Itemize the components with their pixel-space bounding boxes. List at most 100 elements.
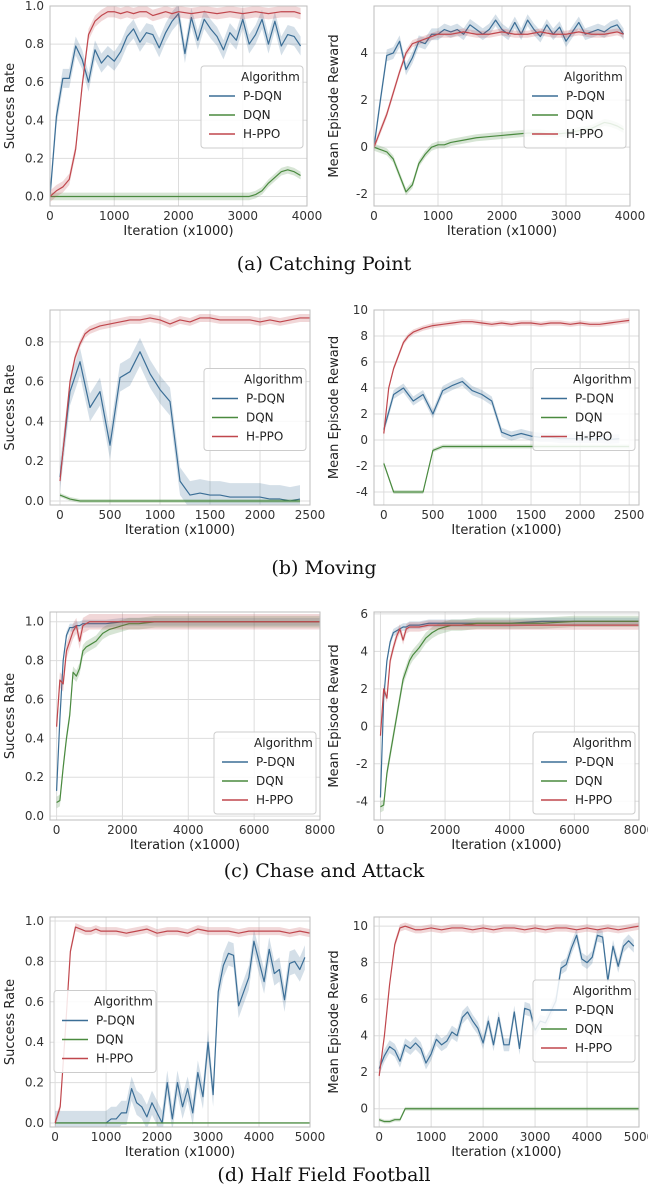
- x-tick-label: 3000: [551, 209, 582, 223]
- legend-label-h-ppo: H-PPO: [96, 1052, 133, 1066]
- y-tick-label: 0: [360, 1102, 368, 1116]
- axes-frame: [373, 916, 640, 1128]
- y-tick-label: 8: [360, 956, 368, 970]
- legend: Algorithm P-DQN DQN H-PPO: [532, 731, 636, 815]
- legend: Algorithm P-DQN DQN H-PPO: [53, 990, 157, 1073]
- chart-c-right: 0 2000 4000 6000 8000 -4 -2 0 2 4 6 Iteration (x100…: [327, 607, 648, 853]
- legend-title: Algorithm: [573, 373, 632, 387]
- x-tick-label: 4000: [494, 823, 525, 837]
- x-tick-label: 4000: [292, 209, 323, 223]
- legend-label-p-dqn: P-DQN: [246, 392, 285, 406]
- axes-frame: [373, 309, 640, 506]
- legend-title: Algorithm: [573, 984, 632, 998]
- x-axis-label: Iteration (x1000): [125, 1145, 235, 1160]
- series-group: [54, 923, 310, 1127]
- x-tick-label: 3000: [193, 1130, 224, 1144]
- x-tick-label: 2000: [430, 823, 461, 837]
- x-tick-label: 0: [51, 1130, 59, 1144]
- x-tick-label: 5000: [295, 1130, 326, 1144]
- x-tick-label: 2000: [245, 508, 276, 522]
- x-axis-label: Iteration (x1000): [130, 838, 240, 853]
- y-axis-label: Mean Episode Reward: [327, 34, 342, 177]
- series-line-h-ppo: [374, 31, 624, 148]
- y-tick-label: 1.0: [25, 0, 44, 13]
- series-line-h-ppo: [59, 317, 310, 482]
- series-line-dqn: [50, 169, 301, 198]
- series-line-dqn: [383, 445, 630, 493]
- y-tick-label: 0: [360, 719, 368, 733]
- x-tick-label: 0: [370, 209, 378, 223]
- series-line-p-dqn: [55, 940, 306, 1124]
- legend-label-dqn: DQN: [246, 411, 274, 425]
- y-tick-label: 10: [353, 919, 368, 933]
- chart-d-right: 0 1000 2000 3000 4000 5000 0 2 4 6 8 10 Iteration (x…: [327, 916, 648, 1160]
- y-tick-label: 6: [360, 992, 368, 1006]
- legend-box: [532, 979, 636, 1063]
- x-tick-label: 1000: [145, 508, 176, 522]
- caption-moving: (b) Moving: [271, 557, 376, 579]
- legend-box: [53, 990, 157, 1073]
- x-axis-label: Iteration (x1000): [451, 1145, 561, 1160]
- caption-catching-point: (a) Catching Point: [237, 253, 412, 275]
- legend-label-h-ppo: H-PPO: [243, 127, 280, 141]
- confidence-band-p-dqn: [379, 928, 634, 1075]
- series-line-dqn: [380, 620, 639, 808]
- y-tick-label: 0.4: [25, 731, 44, 745]
- series-line-h-ppo: [55, 621, 320, 727]
- series-line-h-ppo: [50, 11, 301, 197]
- y-tick-label: 0.0: [25, 494, 44, 508]
- series-line-p-dqn: [374, 19, 625, 148]
- legend-label-h-ppo: H-PPO: [246, 430, 283, 444]
- y-tick-label: 4: [360, 381, 368, 395]
- x-tick-label: 4000: [173, 823, 204, 837]
- x-axis-label: Iteration (x1000): [447, 224, 557, 239]
- legend-title: Algorithm: [573, 736, 632, 750]
- x-tick-label: 1000: [467, 508, 498, 522]
- legend-box: [532, 731, 636, 815]
- y-tick-label: 0.8: [25, 654, 44, 668]
- series-line-p-dqn: [378, 934, 635, 1069]
- y-tick-label: 0.2: [25, 770, 44, 784]
- x-tick-label: 2000: [565, 508, 596, 522]
- legend-label-p-dqn: P-DQN: [575, 392, 614, 406]
- y-axis-label: Mean Episode Reward: [327, 336, 342, 479]
- legend-label-dqn: DQN: [575, 774, 603, 788]
- confidence-band-p-dqn: [374, 14, 624, 154]
- legend-box: [532, 368, 636, 451]
- caption-half-field-football: (d) Half Field Football: [217, 1164, 430, 1186]
- y-tick-label: 0.6: [25, 75, 44, 89]
- x-tick-label: 1000: [423, 209, 454, 223]
- legend-title: Algorithm: [244, 373, 303, 387]
- legend-label-dqn: DQN: [575, 411, 603, 425]
- axes-frame: [373, 611, 640, 821]
- chart-a-left: 0 1000 2000 3000 4000 0.0 0.2 0.4 0.6 0.8 1.0 Itera…: [3, 0, 322, 239]
- legend: Algorithm P-DQN DQN H-PPO: [532, 368, 636, 451]
- y-tick-label: 1.0: [25, 615, 44, 629]
- legend-title: Algorithm: [254, 736, 313, 750]
- chart-panels: 0 1000 2000 3000 40000.00.20.40.60.81.0Itera…: [3, 0, 648, 1160]
- legend-box: [200, 65, 304, 149]
- x-tick-label: 0: [380, 508, 388, 522]
- x-tick-label: 2500: [295, 508, 326, 522]
- legend-title: Algorithm: [94, 995, 153, 1009]
- y-tick-label: 2: [360, 682, 368, 696]
- x-tick-label: 2500: [614, 508, 645, 522]
- legend-label-h-ppo: H-PPO: [575, 1041, 612, 1055]
- series-line-dqn: [378, 1108, 639, 1123]
- legend-box: [213, 731, 317, 815]
- legend-label-h-ppo: H-PPO: [566, 127, 603, 141]
- confidence-band-p-dqn: [55, 929, 305, 1127]
- legend-label-h-ppo: H-PPO: [575, 793, 612, 807]
- y-axis-label: Success Rate: [3, 979, 18, 1065]
- series-group: [55, 613, 320, 809]
- y-tick-label: 0: [360, 140, 368, 154]
- y-axis-label: Success Rate: [3, 63, 18, 149]
- legend-label-dqn: DQN: [256, 774, 284, 788]
- axes-frame: [49, 309, 311, 506]
- y-tick-label: 4: [360, 46, 368, 60]
- x-tick-label: 1000: [99, 209, 130, 223]
- x-tick-label: 6000: [239, 823, 270, 837]
- x-tick-label: 4000: [615, 209, 646, 223]
- x-tick-label: 1000: [91, 1130, 122, 1144]
- y-axis-label: Success Rate: [3, 364, 18, 450]
